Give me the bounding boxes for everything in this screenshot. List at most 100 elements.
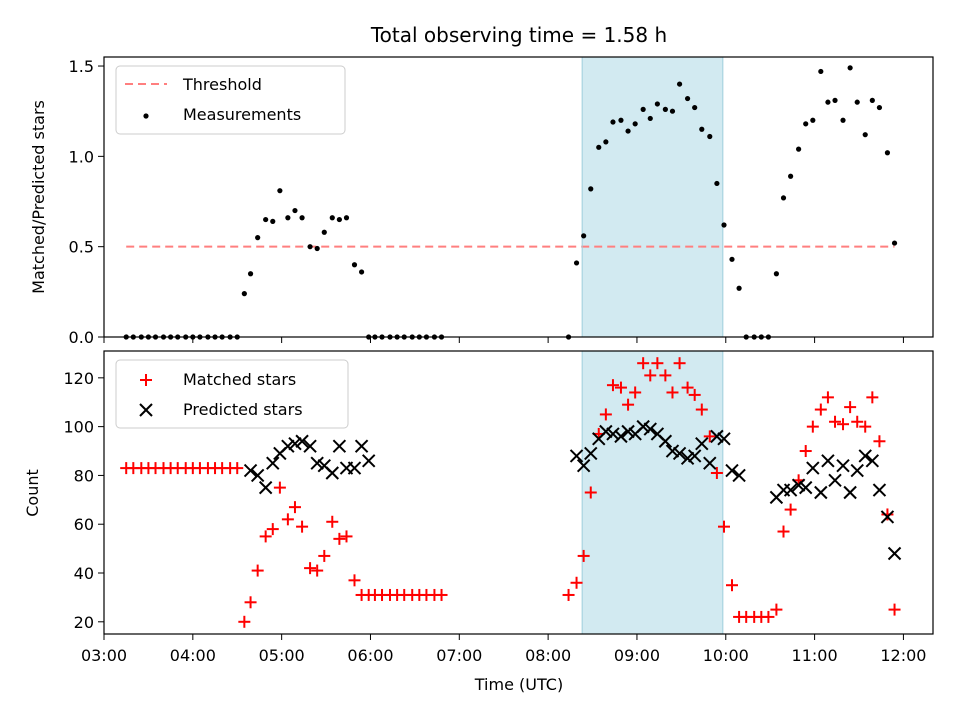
x-axis-label: Time (UTC) bbox=[474, 675, 563, 694]
x-tick-label: 11:00 bbox=[792, 646, 838, 665]
data-point bbox=[850, 463, 864, 478]
data-point bbox=[361, 454, 376, 468]
data-point bbox=[858, 449, 872, 463]
data-point bbox=[784, 503, 797, 516]
data-point bbox=[247, 271, 254, 277]
data-point bbox=[681, 381, 694, 394]
data-point bbox=[773, 271, 780, 277]
data-point bbox=[884, 150, 891, 156]
y-tick-label: 1.0 bbox=[69, 147, 94, 166]
data-point bbox=[351, 262, 358, 268]
data-point bbox=[584, 446, 598, 461]
data-point bbox=[251, 564, 264, 577]
data-point bbox=[273, 481, 286, 494]
data-point bbox=[725, 579, 738, 592]
data-point bbox=[333, 532, 346, 545]
data-point bbox=[695, 436, 709, 451]
series-1 bbox=[243, 419, 902, 561]
data-point bbox=[596, 144, 602, 150]
bottom-legend: Matched stars Predicted stars bbox=[115, 359, 349, 429]
data-point bbox=[292, 207, 298, 214]
data-point bbox=[714, 180, 720, 187]
data-point bbox=[673, 357, 686, 370]
data-point bbox=[629, 386, 642, 399]
data-point bbox=[637, 357, 650, 370]
data-point bbox=[829, 415, 842, 428]
data-point bbox=[780, 195, 787, 201]
data-point bbox=[658, 434, 673, 448]
y-tick-label: 100 bbox=[63, 418, 94, 437]
data-point bbox=[672, 446, 687, 461]
top-panel: 0.0 0.5 1.0 1.5 Matched/Predicted stars Thr… bbox=[29, 56, 934, 347]
data-point bbox=[651, 357, 664, 370]
data-point bbox=[854, 99, 860, 105]
data-point bbox=[662, 106, 668, 112]
data-point bbox=[762, 610, 775, 623]
data-point bbox=[847, 65, 853, 71]
data-point bbox=[684, 95, 691, 102]
data-point bbox=[250, 468, 265, 483]
data-point bbox=[621, 424, 635, 439]
data-point bbox=[314, 245, 320, 252]
data-point bbox=[717, 432, 731, 446]
data-point bbox=[321, 229, 327, 235]
data-point bbox=[258, 480, 273, 495]
data-point bbox=[840, 117, 846, 123]
data-point bbox=[295, 434, 309, 448]
data-point bbox=[288, 436, 302, 451]
y-tick-label: 20 bbox=[74, 613, 94, 632]
data-point bbox=[296, 520, 309, 533]
y-tick-label: 0.0 bbox=[69, 328, 94, 347]
data-point bbox=[710, 429, 724, 444]
data-point bbox=[632, 121, 638, 127]
data-point bbox=[270, 218, 276, 224]
data-point bbox=[777, 525, 790, 538]
data-point bbox=[573, 260, 580, 266]
data-point bbox=[643, 422, 657, 436]
data-point bbox=[325, 466, 339, 480]
data-point bbox=[703, 430, 716, 443]
y-tick-label: 60 bbox=[74, 515, 94, 534]
data-point bbox=[285, 215, 291, 221]
data-point bbox=[266, 456, 280, 470]
data-point bbox=[676, 81, 683, 87]
data-point bbox=[647, 115, 653, 122]
data-point bbox=[710, 466, 723, 479]
top-shaded-span bbox=[582, 57, 723, 337]
data-point bbox=[859, 420, 872, 433]
data-point bbox=[618, 117, 624, 123]
x-tick-label: 04:00 bbox=[170, 646, 216, 665]
y-tick-label: 80 bbox=[74, 466, 94, 485]
y-tick-label: 1.5 bbox=[69, 57, 94, 76]
data-point bbox=[640, 106, 646, 112]
data-point bbox=[231, 462, 244, 475]
data-point bbox=[736, 285, 742, 291]
x-tick-label: 09:00 bbox=[614, 646, 660, 665]
chart-title: Total observing time = 1.58 h bbox=[370, 23, 667, 47]
data-point bbox=[255, 235, 261, 241]
data-point bbox=[570, 576, 583, 589]
legend-measurements-label: Measurements bbox=[183, 105, 301, 124]
data-point bbox=[814, 403, 827, 416]
bottom-axes-frame bbox=[103, 350, 934, 635]
data-point bbox=[277, 188, 283, 194]
data-point bbox=[610, 119, 616, 125]
data-point bbox=[569, 449, 584, 463]
data-point bbox=[717, 520, 730, 533]
legend-matched-label: Matched stars bbox=[183, 370, 296, 389]
data-point bbox=[599, 408, 612, 421]
data-point bbox=[259, 530, 272, 543]
legend-threshold-label: Threshold bbox=[182, 75, 262, 94]
data-point bbox=[876, 104, 883, 111]
bottom-shaded-span bbox=[582, 351, 723, 634]
data-point bbox=[836, 458, 850, 473]
data-point bbox=[887, 546, 902, 561]
data-point bbox=[866, 391, 879, 404]
data-point bbox=[303, 439, 317, 453]
data-point bbox=[336, 216, 342, 223]
data-point bbox=[729, 256, 735, 262]
data-point bbox=[329, 215, 335, 221]
data-point bbox=[581, 233, 587, 239]
legend-predicted-label: Predicted stars bbox=[183, 400, 303, 419]
data-point bbox=[788, 173, 794, 179]
